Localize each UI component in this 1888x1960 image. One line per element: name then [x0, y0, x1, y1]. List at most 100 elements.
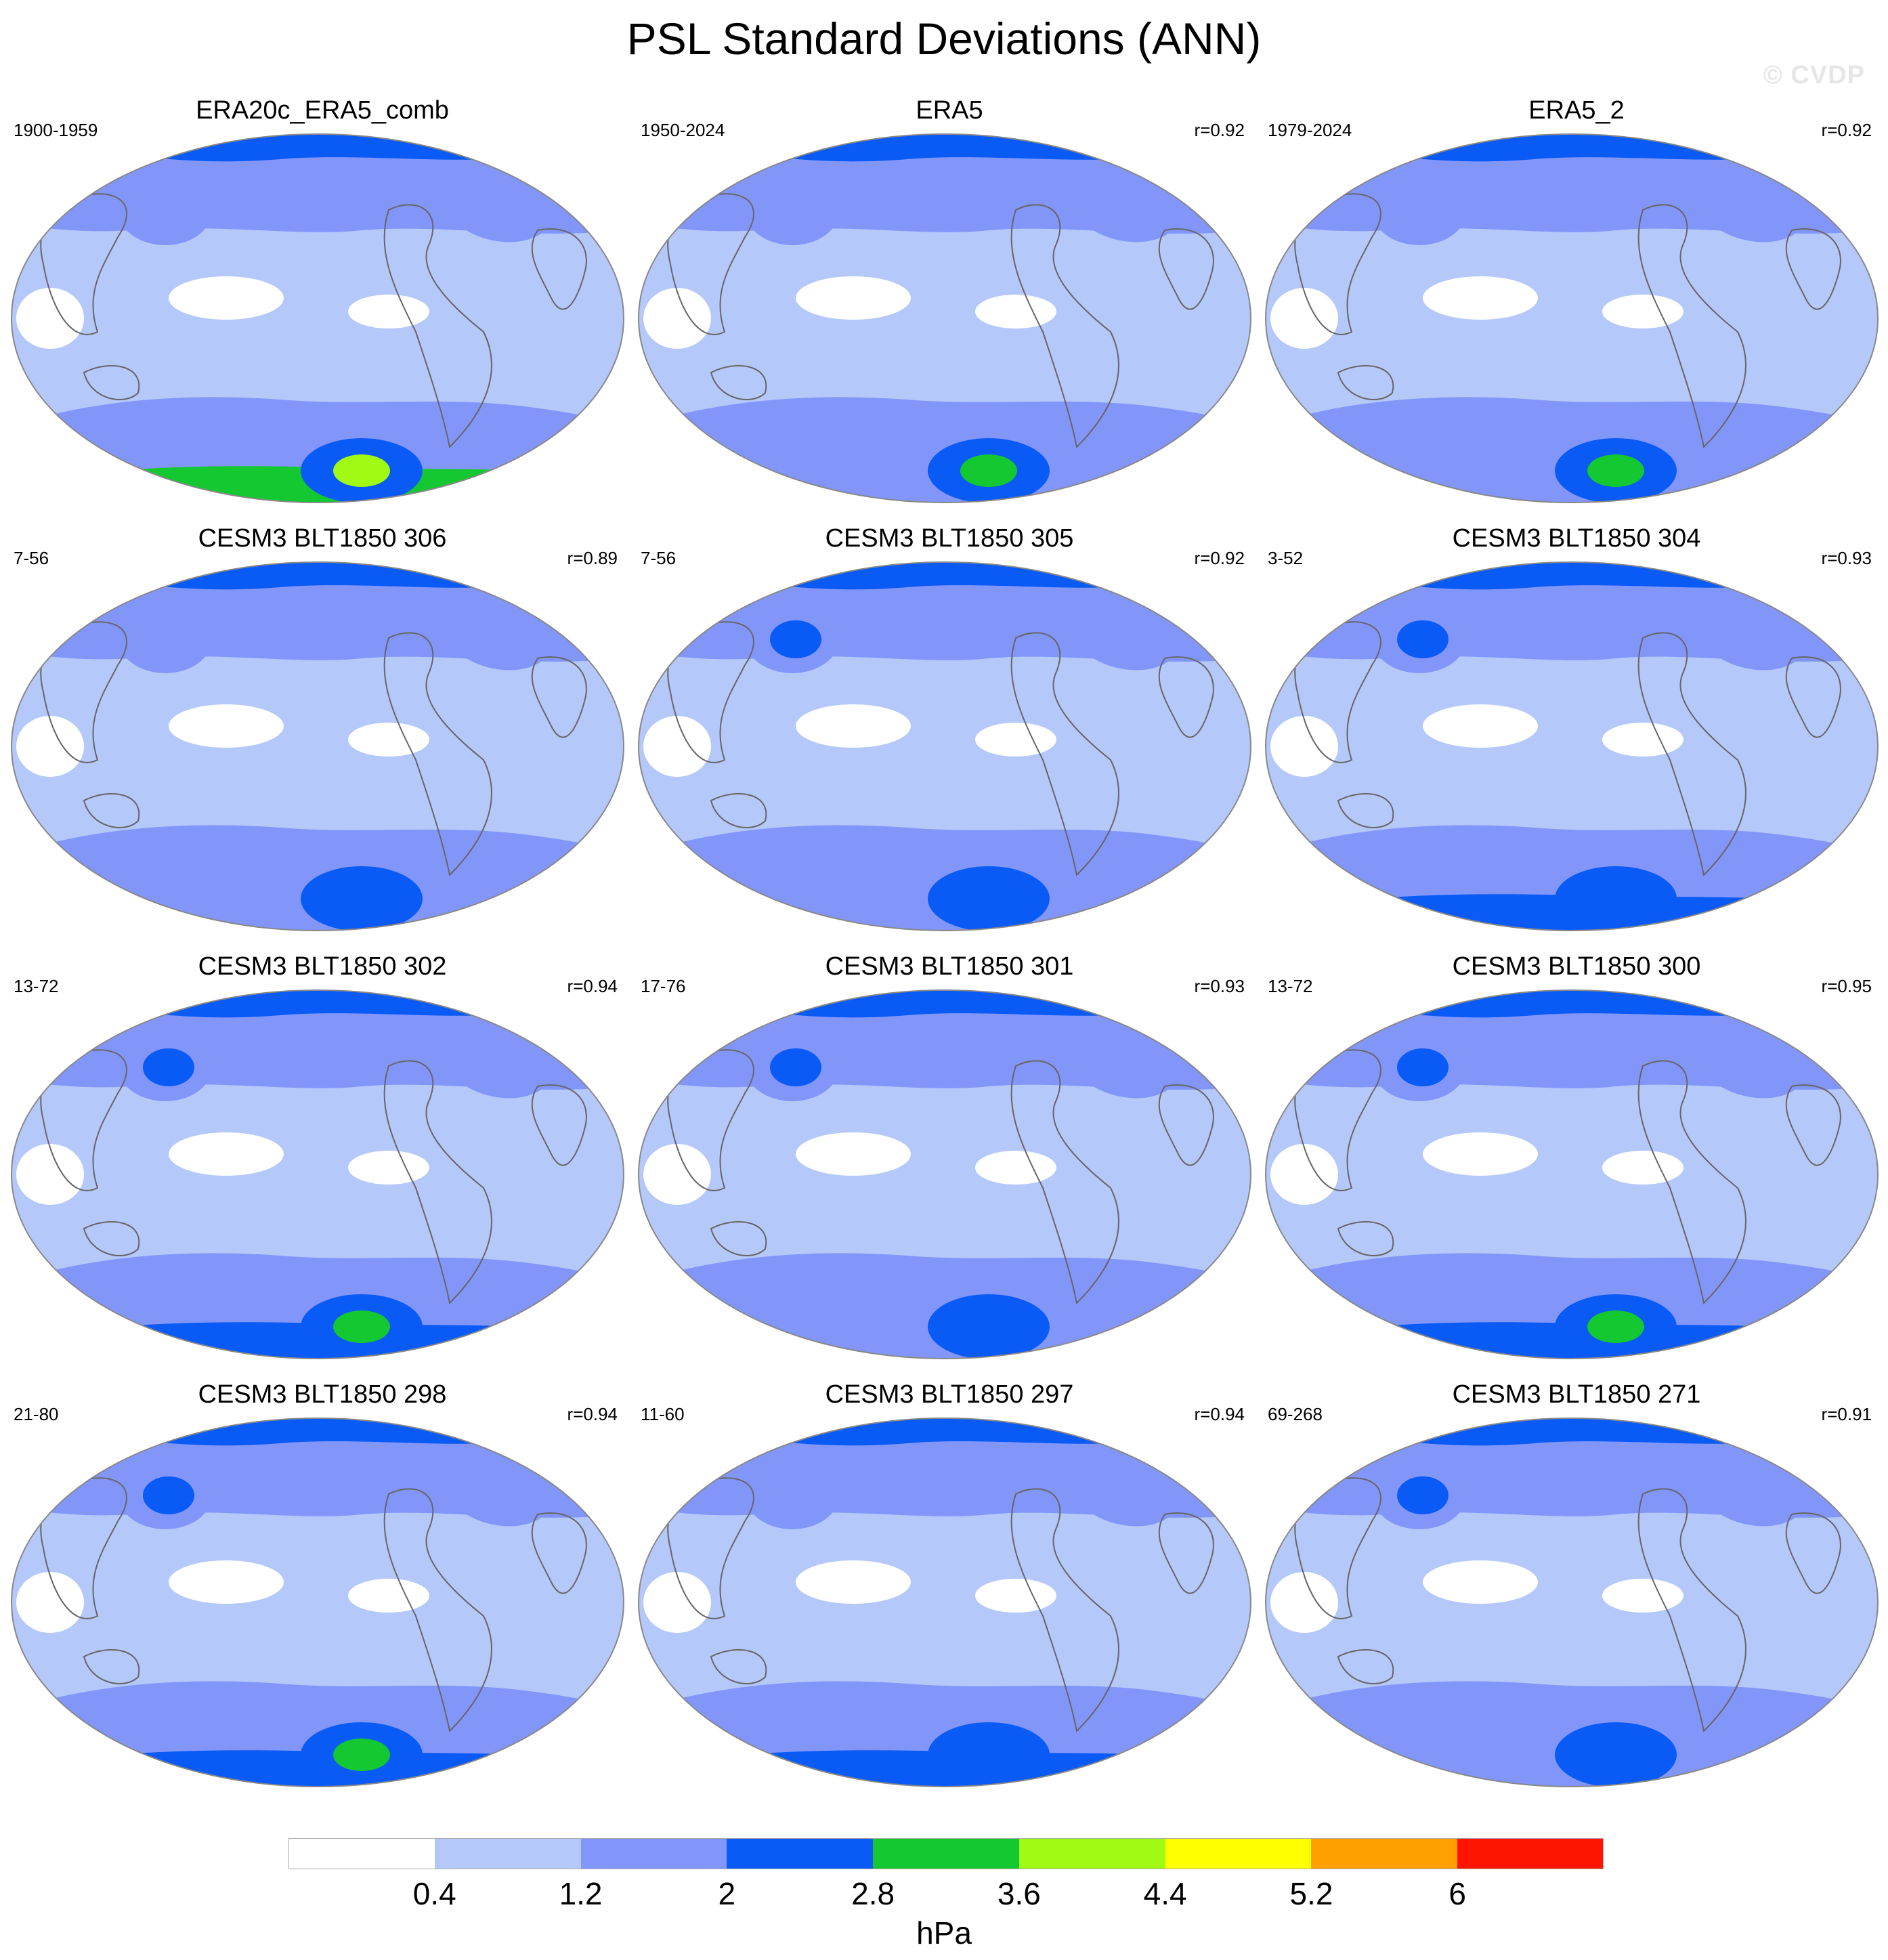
tropical-min-east [975, 723, 1056, 757]
asia-outline [1294, 1477, 1381, 1619]
australia-outline [710, 365, 767, 400]
asia-outline [40, 621, 127, 763]
tropical-min-east [1602, 1151, 1683, 1185]
map-panel: CESM3 BLT1850 304 3-52 r=0.93 [1264, 523, 1888, 943]
map-border [638, 1418, 1251, 1787]
panel-title: CESM3 BLT1850 305 [825, 524, 1074, 553]
south-pacific-polar-max-core [1587, 454, 1644, 487]
robinson-map [1265, 989, 1879, 1359]
panel-pattern-correlation: r=0.93 [1194, 976, 1245, 996]
north-pacific-max-core [143, 192, 194, 230]
tropical-pacific-min [1423, 704, 1538, 748]
map-border [638, 989, 1251, 1359]
north-pacific-max-core [770, 1048, 821, 1086]
map-panel: CESM3 BLT1850 297 11-60 r=0.94 [637, 1379, 1262, 1799]
panel-years: 17-76 [641, 976, 686, 996]
europe-africa-outline [531, 228, 587, 310]
americas-outline [383, 204, 492, 449]
map-border [11, 1418, 624, 1787]
australia-outline [83, 365, 140, 400]
panel-title: CESM3 BLT1850 297 [825, 1380, 1074, 1409]
asia-outline [667, 1477, 754, 1619]
south-pacific-polar-max-core [333, 1311, 390, 1343]
tropical-pacific-min [1423, 276, 1538, 320]
tropical-pacific-min [796, 704, 911, 748]
tropical-min-east [348, 1579, 429, 1613]
panel-pattern-correlation: r=0.91 [1821, 1404, 1872, 1424]
panel-years: 13-72 [14, 976, 59, 996]
tropical-indian-min-west [1270, 288, 1338, 349]
panel-title: CESM3 BLT1850 301 [825, 952, 1074, 981]
australia-outline [1337, 1221, 1394, 1256]
robinson-map [1265, 133, 1879, 503]
map-panel: ERA5 1950-2024 r=0.92 [637, 95, 1262, 515]
map-panel: CESM3 BLT1850 305 7-56 r=0.92 [637, 523, 1262, 943]
south-pacific-polar-max-core [1587, 1739, 1644, 1771]
tropical-min-east [975, 295, 1056, 328]
panel-title: CESM3 BLT1850 271 [1452, 1380, 1701, 1409]
asia-outline [1294, 1049, 1381, 1191]
south-pacific-polar-max-core [960, 1311, 1017, 1343]
panel-years: 7-56 [14, 548, 49, 568]
south-pacific-polar-max-core [1587, 882, 1644, 915]
south-pacific-polar-max-core [960, 882, 1017, 915]
north-pacific-max-core [770, 192, 821, 230]
americas-outline [383, 1488, 492, 1733]
map-panel: CESM3 BLT1850 271 69-268 r=0.91 [1264, 1379, 1888, 1799]
panel-pattern-correlation: r=0.92 [1194, 120, 1245, 140]
tropical-indian-min-west [16, 288, 84, 349]
panel-title: CESM3 BLT1850 300 [1452, 952, 1701, 981]
robinson-map [11, 561, 624, 931]
north-pacific-max-core [770, 620, 821, 658]
panel-pattern-correlation: r=0.94 [1194, 1404, 1245, 1424]
tropical-pacific-min [796, 276, 911, 320]
map-panel: ERA20c_ERA5_comb 1900-1959 [9, 95, 635, 515]
panel-years: 69-268 [1268, 1404, 1323, 1424]
tropical-min-east [348, 295, 429, 328]
cvdp-watermark: © CVDP [1763, 61, 1865, 89]
panel-years: 7-56 [641, 548, 677, 568]
north-pacific-max-core [143, 1048, 194, 1086]
south-pacific-polar-max-core [1587, 1311, 1644, 1343]
tropical-pacific-min [1423, 1560, 1538, 1604]
americas-outline [1637, 204, 1746, 449]
panel-pattern-correlation: r=0.94 [567, 1404, 618, 1424]
australia-outline [83, 793, 140, 828]
australia-outline [710, 1221, 767, 1256]
map-border [638, 133, 1251, 503]
map-panel: CESM3 BLT1850 298 21-80 r=0.94 [9, 1379, 635, 1799]
tropical-pacific-min [1423, 1132, 1538, 1176]
europe-africa-outline [1785, 228, 1841, 310]
north-pacific-max-core [1397, 192, 1449, 230]
south-pacific-polar-max-core [960, 454, 1017, 487]
tropical-pacific-min [169, 704, 284, 748]
robinson-map [11, 1418, 624, 1787]
europe-africa-outline [1158, 228, 1214, 310]
europe-africa-outline [531, 1084, 587, 1166]
asia-outline [667, 1049, 754, 1191]
australia-outline [1337, 1649, 1394, 1684]
americas-outline [1637, 1488, 1746, 1733]
europe-africa-outline [1158, 1084, 1214, 1166]
map-border [11, 133, 624, 503]
asia-outline [667, 193, 754, 335]
map-border [11, 989, 624, 1359]
tropical-indian-min-west [643, 1572, 711, 1633]
panel-years: 1979-2024 [1268, 120, 1352, 140]
asia-outline [1294, 621, 1381, 763]
tropical-min-east [1602, 723, 1683, 757]
map-panel: CESM3 BLT1850 302 13-72 r=0.94 [9, 951, 635, 1371]
panel-pattern-correlation: r=0.95 [1821, 976, 1872, 996]
australia-outline [710, 1649, 767, 1684]
tropical-pacific-min [169, 1560, 284, 1604]
north-pacific-max-core [143, 1476, 194, 1514]
robinson-map [638, 1418, 1251, 1787]
tropical-indian-min-west [1270, 1572, 1338, 1633]
australia-outline [710, 793, 767, 828]
map-border [638, 561, 1251, 931]
colorbar-units-label: hPa [916, 1915, 972, 1951]
figure-title: PSL Standard Deviations (ANN) [626, 14, 1262, 64]
australia-outline [83, 1221, 140, 1256]
australia-outline [1337, 365, 1394, 400]
